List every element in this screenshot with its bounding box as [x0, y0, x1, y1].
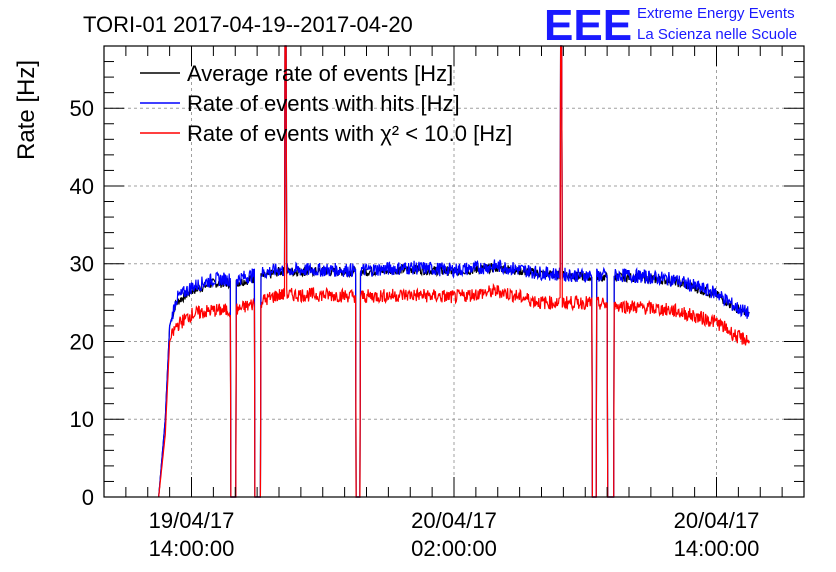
logo-line2: La Scienza nelle Scuole	[637, 26, 797, 43]
x-tick-time: 02:00:00	[411, 536, 497, 561]
logo-line1: Extreme Energy Events	[637, 5, 795, 22]
legend-label: Average rate of events [Hz]	[187, 61, 453, 86]
x-tick-date: 20/04/17	[411, 508, 497, 533]
legend-label: Rate of events with χ² < 10.0 [Hz]	[187, 121, 512, 146]
legend: Average rate of events [Hz] Rate of event…	[140, 61, 512, 146]
x-tick-date: 19/04/17	[149, 508, 235, 533]
y-tick-label: 0	[82, 485, 94, 510]
logo-text: EEE	[544, 1, 632, 50]
chart-title: TORI-01 2017-04-19--2017-04-20	[83, 12, 413, 37]
y-tick-label: 10	[70, 407, 94, 432]
axes: 0 10 20 30 40 50 19/04/17 14:00:00 20/04/17 02:00…	[70, 45, 805, 561]
y-axis-label: Rate [Hz]	[13, 60, 40, 160]
grid-lines	[104, 46, 804, 497]
y-tick-label: 50	[70, 96, 94, 121]
y-tick-label: 40	[70, 174, 94, 199]
y-tick-label: 20	[70, 329, 94, 354]
y-tick-label: 30	[70, 252, 94, 277]
x-tick-date: 20/04/17	[674, 508, 760, 533]
plot-frame	[103, 45, 805, 498]
eee-logo: EEE Extreme Energy Events La Scienza nel…	[544, 1, 797, 50]
x-tick-time: 14:00:00	[674, 536, 760, 561]
x-tick-time: 14:00:00	[149, 536, 235, 561]
legend-label: Rate of events with hits [Hz]	[187, 91, 460, 116]
